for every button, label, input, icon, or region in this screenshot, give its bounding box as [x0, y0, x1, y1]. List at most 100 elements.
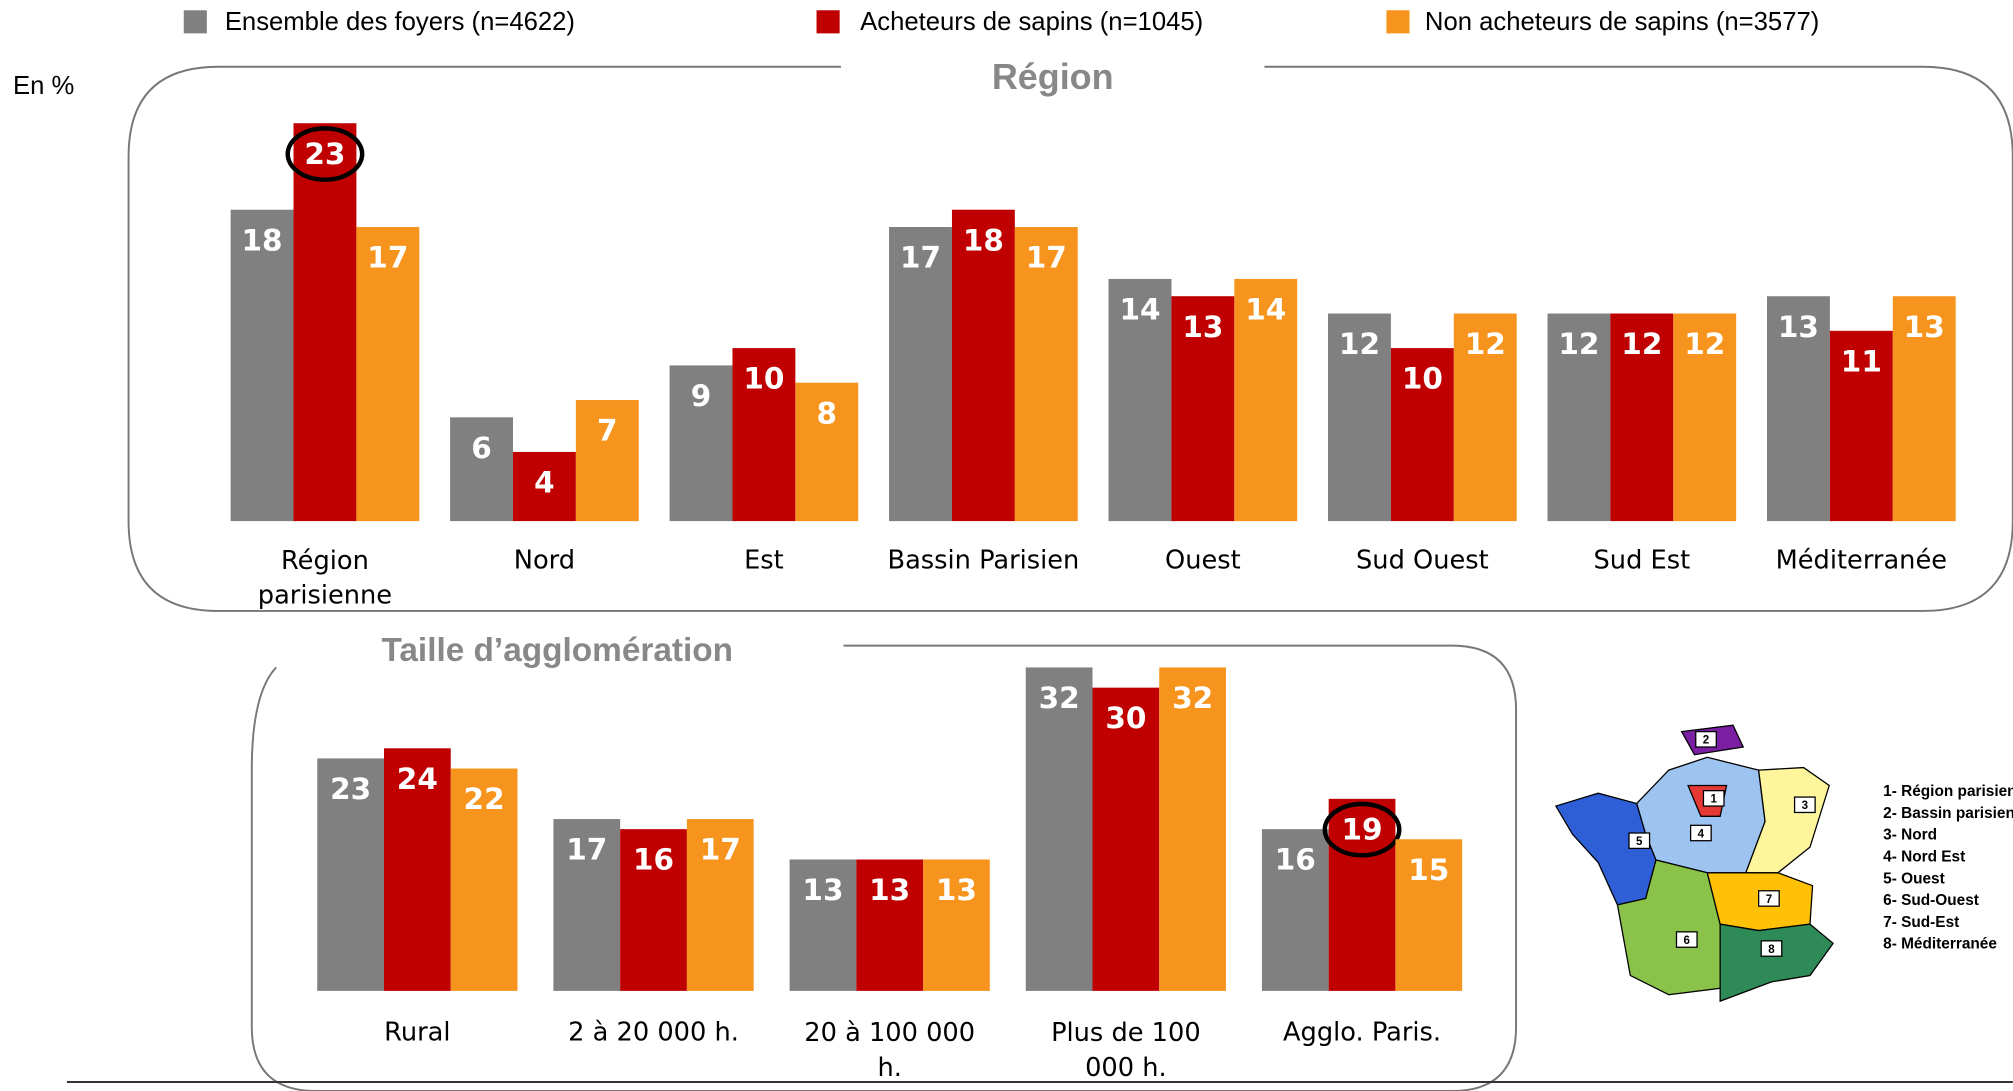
map-legend-item: 1- Région parisienne: [1883, 783, 2013, 800]
bar: [951, 209, 1015, 522]
legend-label: Non acheteurs de sapins (n=3577): [1425, 8, 1819, 36]
x-tick-label: Agglo. Paris.: [1283, 1018, 1441, 1048]
france-map: [1554, 724, 1834, 1003]
data-label: 13: [1778, 310, 1819, 344]
bar: [1766, 296, 1830, 522]
region-frame: [127, 65, 2013, 612]
data-label: 12: [1684, 327, 1725, 361]
map-legend-item: 8- Méditerranée: [1883, 936, 1997, 953]
data-label: 10: [1402, 362, 1443, 396]
data-label: 32: [1039, 681, 1080, 715]
data-label: 23: [330, 772, 371, 806]
bar: [356, 227, 420, 522]
bar: [1547, 313, 1611, 522]
data-label: 13: [1904, 310, 1945, 344]
bar: [512, 451, 576, 522]
data-label: 22: [464, 782, 505, 816]
data-label: 17: [900, 241, 941, 275]
map-label-box: [1793, 796, 1816, 814]
bar: [230, 209, 294, 522]
bar: [789, 859, 857, 991]
bar: [1390, 348, 1454, 522]
map-label-box: [1702, 790, 1725, 807]
map-legend-item: 3- Nord: [1883, 827, 1937, 844]
bar: [620, 829, 687, 991]
bar: [1673, 313, 1737, 522]
data-label: 4: [534, 466, 555, 500]
data-label: 23: [304, 137, 345, 171]
bar: [1328, 313, 1391, 522]
data-label: 14: [1119, 293, 1160, 327]
x-tick-label: Plus de 100 000 h.: [1051, 1018, 1201, 1083]
bar: [686, 819, 754, 991]
bar: [732, 348, 796, 522]
bar: [923, 859, 990, 991]
bar: [1453, 313, 1517, 522]
data-label: 15: [1408, 853, 1449, 887]
bar: [1328, 798, 1396, 991]
data-label: 18: [242, 223, 283, 257]
data-label: 12: [1621, 327, 1662, 361]
bar: [450, 417, 513, 522]
data-label: 12: [1558, 327, 1599, 361]
map-legend-item: 2- Bassin parisien: [1883, 805, 2013, 822]
data-label: 17: [367, 241, 408, 275]
data-label: 13: [936, 873, 977, 907]
bar: [1092, 687, 1160, 991]
legend-swatch: [183, 10, 207, 34]
map-legend-item: 7- Sud-Est: [1883, 914, 1959, 931]
highlight-ring: [285, 126, 365, 182]
unit-note: En %: [13, 72, 74, 100]
data-label: 24: [397, 762, 438, 796]
map-label-box: [1689, 824, 1712, 842]
map-label-box: [1758, 890, 1780, 907]
bar: [1014, 227, 1078, 522]
chart-title: Taille d’agglomération: [381, 632, 733, 669]
data-label: 7: [597, 414, 618, 448]
x-tick-label: Nord: [514, 545, 575, 575]
data-label: 30: [1105, 701, 1146, 735]
data-label: 6: [471, 431, 492, 465]
x-tick-label: Méditerranée: [1776, 545, 1947, 575]
bar: [553, 819, 621, 991]
x-tick-label: Sud Est: [1594, 545, 1691, 575]
data-label: 10: [743, 362, 784, 396]
bar: [450, 768, 518, 991]
bar: [1159, 667, 1226, 991]
bar: [1829, 330, 1893, 522]
map-label-box: [1675, 931, 1698, 948]
map-label: 3: [1802, 800, 1808, 812]
data-label: 32: [1172, 681, 1213, 715]
legend-swatch: [1386, 10, 1410, 34]
agglo-frame: [250, 644, 1518, 1091]
x-tick-label: Région parisienne: [258, 545, 392, 610]
chart-title: Région: [992, 56, 1114, 97]
bar: [1892, 296, 1956, 522]
bar: [1234, 278, 1298, 522]
data-label: 14: [1245, 293, 1286, 327]
map-label: 6: [1684, 935, 1690, 947]
bar: [1261, 829, 1329, 991]
map-label: 7: [1766, 894, 1772, 906]
bar: [293, 123, 357, 522]
map-label-box: [1695, 730, 1717, 748]
x-tick-label: Rural: [384, 1018, 450, 1048]
data-label: 13: [869, 873, 910, 907]
data-label: 18: [963, 223, 1004, 257]
data-label: 16: [1275, 843, 1316, 877]
x-tick-label: Est: [744, 545, 784, 575]
bar: [669, 365, 733, 522]
legend-swatch: [816, 10, 840, 34]
bar: [575, 400, 639, 522]
map-label-box: [1628, 832, 1651, 850]
bar: [1395, 839, 1463, 991]
x-tick-label: Ouest: [1165, 545, 1241, 575]
map-legend-item: 6- Sud-Ouest: [1883, 892, 1979, 909]
legend-label: Acheteurs de sapins (n=1045): [860, 8, 1203, 36]
legend-label: Ensemble des foyers (n=4622): [225, 8, 575, 36]
bar: [1025, 667, 1093, 991]
map-label: 2: [1703, 735, 1709, 747]
x-tick-label: Bassin Parisien: [887, 545, 1079, 575]
data-label: 13: [1182, 310, 1223, 344]
